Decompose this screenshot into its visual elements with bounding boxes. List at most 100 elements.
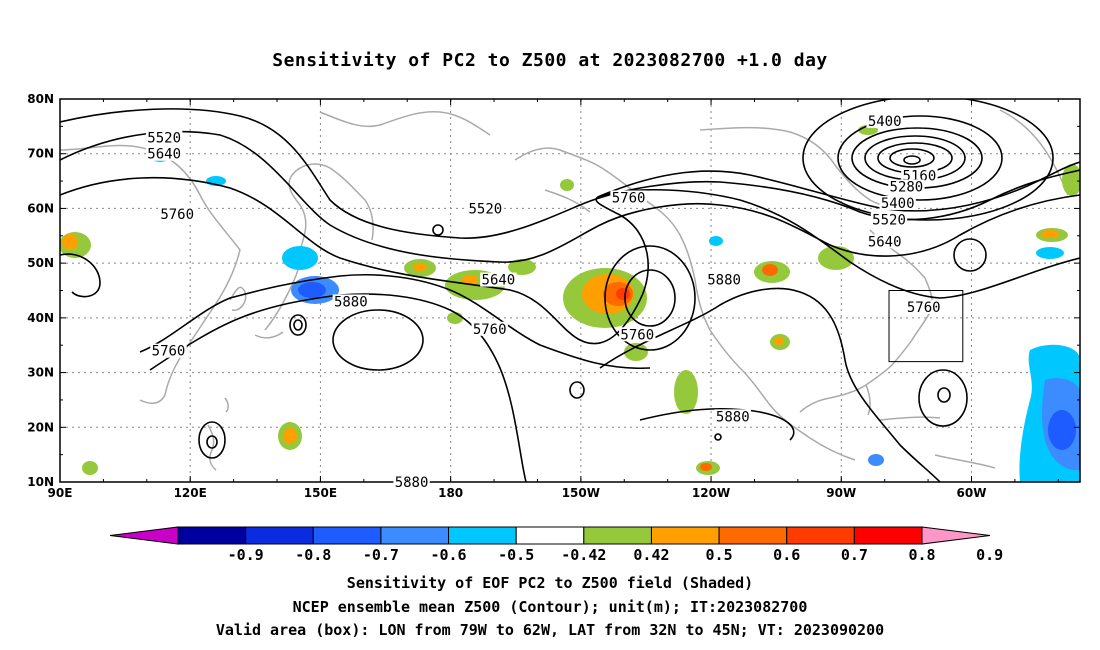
contour-5760-south bbox=[60, 253, 651, 370]
contour-label: 5760 bbox=[612, 190, 646, 206]
lat-label: 60N bbox=[27, 201, 54, 215]
contour-label: 5880 bbox=[334, 294, 368, 310]
colorbar-label: -0.5 bbox=[498, 546, 534, 564]
colorbar-label: 0.42 bbox=[633, 546, 669, 564]
contour-label-bg bbox=[870, 212, 908, 227]
contour-5520-west bbox=[60, 108, 1080, 239]
lon-label: 150W bbox=[562, 486, 600, 500]
lon-label: 120E bbox=[174, 486, 207, 500]
colorbar-label: -0.6 bbox=[430, 546, 466, 564]
lat-label: 40N bbox=[27, 311, 54, 325]
low-pacific-nw bbox=[604, 245, 696, 351]
lat-label: 50N bbox=[27, 256, 54, 270]
high-pacific bbox=[332, 309, 424, 371]
contour-label: 5640 bbox=[868, 234, 902, 250]
colorbar-segment bbox=[515, 526, 585, 545]
polar-low-5400 bbox=[802, 99, 1054, 221]
contour-label-bg bbox=[905, 299, 942, 314]
contour-label-bg bbox=[610, 190, 647, 205]
contour-label-bg bbox=[332, 294, 370, 309]
colorbar-max-arrow bbox=[921, 526, 991, 545]
lat-label: 30N bbox=[27, 366, 54, 380]
polar-low-5340 bbox=[837, 115, 1003, 201]
contour-label: 5880 bbox=[716, 409, 750, 425]
contour-label: 5520 bbox=[872, 212, 906, 228]
colorbar-label: 0.9 bbox=[976, 546, 1003, 564]
contour-label-bg bbox=[879, 195, 916, 210]
contour-5640 bbox=[60, 130, 1080, 263]
lon-label: 90E bbox=[48, 486, 73, 500]
lon-label: 60W bbox=[957, 486, 987, 500]
axis-ticks bbox=[59, 98, 1080, 483]
colorbar-segment bbox=[380, 526, 450, 545]
small-high-2 bbox=[714, 433, 722, 441]
contour-label: 5760 bbox=[473, 322, 507, 338]
colorbar-label: -0.42 bbox=[561, 546, 606, 564]
colorbar-label: -0.9 bbox=[228, 546, 264, 564]
polar-low-core bbox=[903, 155, 921, 165]
small-high-1 bbox=[569, 381, 585, 399]
colorbar-segment bbox=[650, 526, 720, 545]
small-low-east bbox=[953, 238, 987, 272]
contour-label-bg bbox=[145, 146, 183, 161]
contour-label-bg bbox=[145, 130, 183, 145]
latitude-labels: 80N 70N 60N 50N 40N 30N 20N 10N bbox=[27, 92, 54, 489]
valid-area-box bbox=[888, 290, 964, 363]
contour-label: 5760 bbox=[620, 327, 654, 343]
lon-label: 150E bbox=[304, 486, 337, 500]
contour-label: 5760 bbox=[152, 344, 186, 360]
contour-label-bg bbox=[480, 272, 517, 287]
sensitivity-shading bbox=[60, 125, 1080, 482]
contour-label-bg bbox=[866, 113, 903, 128]
caption-shading: Sensitivity of EOF PC2 to Z500 field (Sh… bbox=[346, 574, 754, 592]
colorbar-label: 0.5 bbox=[706, 546, 733, 564]
contour-label-bg bbox=[158, 206, 196, 221]
contour-label: 5280 bbox=[890, 180, 924, 196]
colorbar-label: -0.7 bbox=[363, 546, 399, 564]
lon-label: 120W bbox=[692, 486, 730, 500]
contour-label: 5760 bbox=[160, 207, 194, 223]
contour-label: 5880 bbox=[395, 475, 429, 491]
contour-label: 5400 bbox=[868, 114, 902, 130]
high-gulf bbox=[918, 369, 968, 427]
colorbar-segment bbox=[312, 526, 382, 545]
contour-label-bg bbox=[467, 201, 504, 216]
colorbar-segment bbox=[718, 526, 788, 545]
colorbar-min-arrow bbox=[109, 526, 179, 545]
contour-label-bg bbox=[888, 179, 925, 194]
high-ph-inner bbox=[206, 435, 218, 449]
contour-label-bg bbox=[471, 321, 508, 336]
colorbar-label: 0.6 bbox=[773, 546, 800, 564]
low-pacific-inner bbox=[624, 269, 676, 327]
high-gulf-inner bbox=[937, 387, 951, 403]
colorbar-label: 0.8 bbox=[908, 546, 935, 564]
high-ph bbox=[198, 421, 226, 459]
high-kuril-inner bbox=[293, 319, 303, 331]
contour-labels: 5520 5640 5760 5760 5880 5520 5640 5760 5760 5760… bbox=[145, 113, 942, 491]
lat-label: 20N bbox=[27, 420, 54, 434]
contour-label-bg bbox=[714, 409, 751, 424]
longitude-labels: 90E 120E 150E 180 150W 120W 90W 60W bbox=[48, 486, 987, 500]
contour-5760 bbox=[60, 176, 1080, 345]
contour-label: 5880 bbox=[707, 273, 741, 289]
colorbar: -0.9 -0.8 -0.7 -0.6 -0.5 -0.42 0.42 0.5 0.6 0.7 0.… bbox=[109, 526, 1003, 564]
contour-label: 5520 bbox=[147, 130, 181, 146]
contour-label-bg bbox=[901, 168, 938, 183]
contour-label: 5760 bbox=[907, 300, 941, 316]
small-low-1 bbox=[432, 224, 444, 236]
contour-5880 bbox=[149, 293, 527, 482]
caption-contour: NCEP ensemble mean Z500 (Contour); unit(… bbox=[292, 598, 808, 616]
colorbar-segment bbox=[853, 526, 923, 545]
contour-label: 5520 bbox=[469, 201, 503, 217]
contour-5880-east bbox=[599, 287, 941, 482]
contour-label-bg bbox=[393, 475, 430, 489]
polar-low-5100 bbox=[889, 148, 935, 168]
colorbar-segment bbox=[448, 526, 517, 545]
contour-label: 5400 bbox=[881, 196, 915, 212]
lon-label: 90W bbox=[826, 486, 856, 500]
contour-label: 5640 bbox=[482, 273, 516, 289]
contour-label-bg bbox=[619, 327, 656, 342]
lon-label: 180 bbox=[438, 486, 463, 500]
lat-label: 10N bbox=[27, 475, 54, 489]
colorbar-segment bbox=[177, 526, 247, 545]
